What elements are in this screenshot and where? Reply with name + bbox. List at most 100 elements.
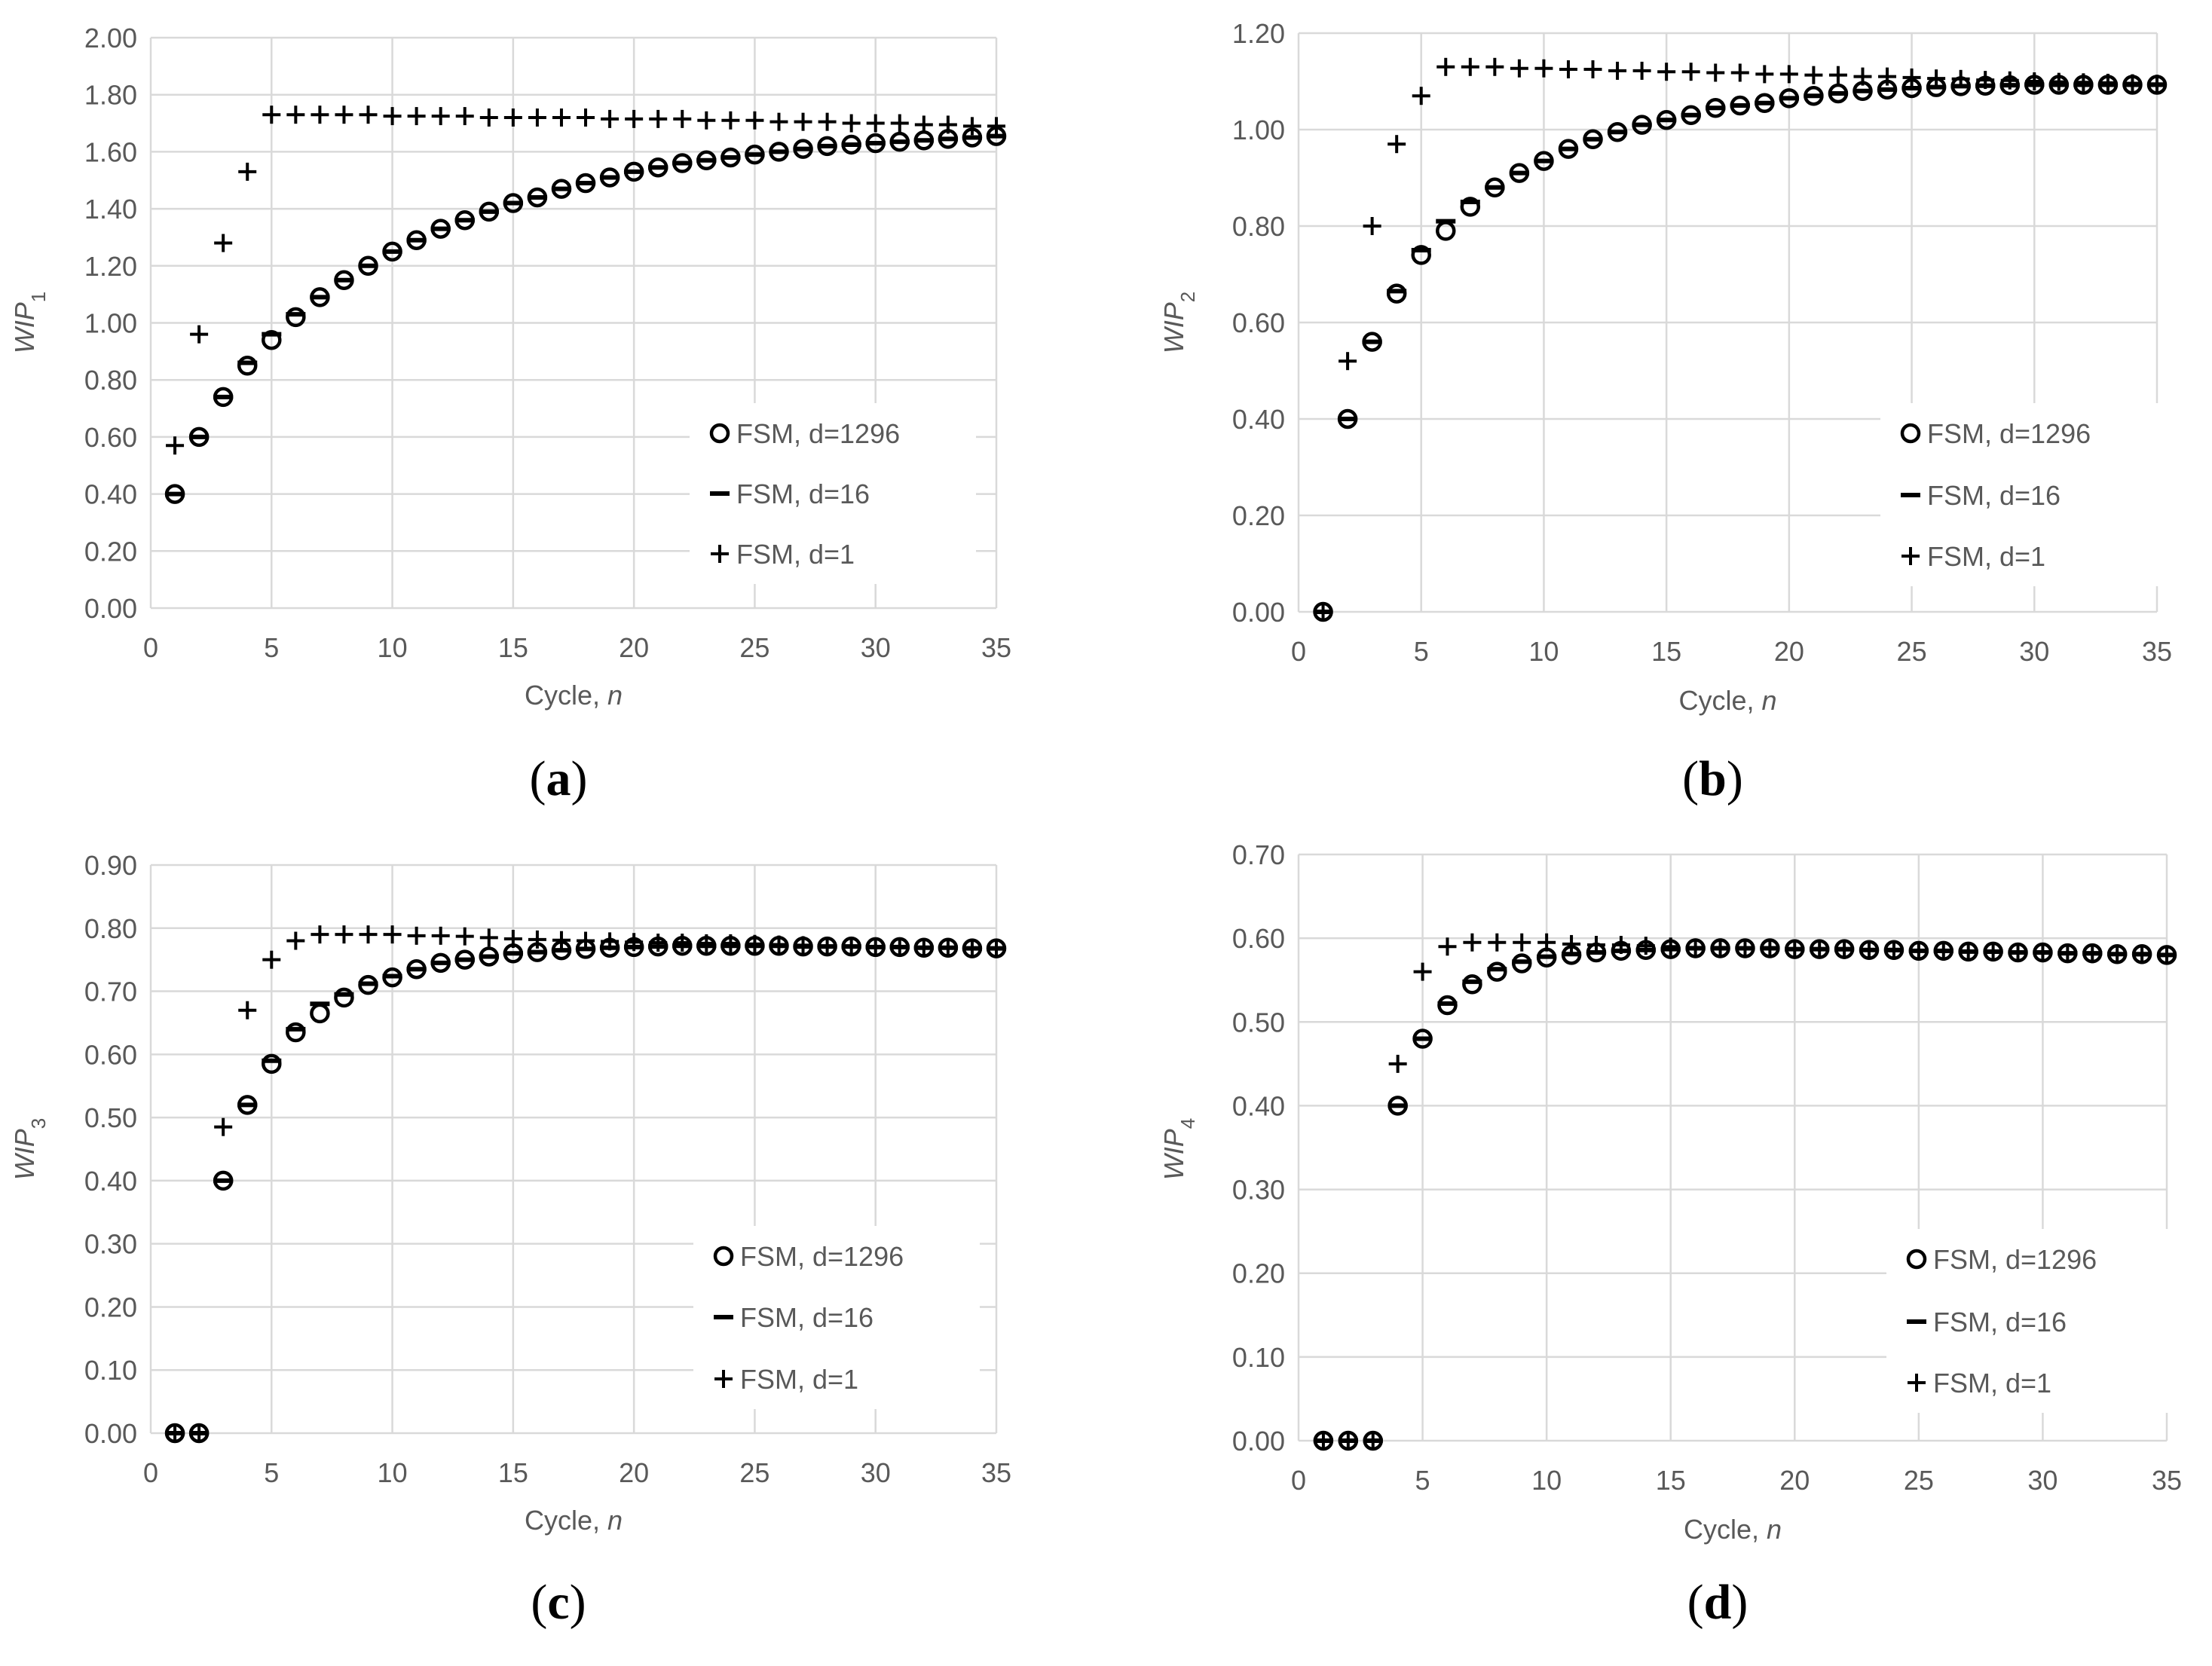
panel-b-panel-label-open: ( [1682, 751, 1699, 806]
panel-c-point-plus [866, 937, 885, 956]
panel-d-ytick-label: 0.00 [1232, 1426, 1285, 1457]
panel-a-point-plus [262, 105, 281, 124]
panel-c-legend-label: FSM, d=1296 [740, 1241, 904, 1272]
panel-d-legend-background [1886, 1229, 2173, 1413]
panel-b-ytick-label: 0.40 [1232, 404, 1285, 435]
panel-d-point-plus [2033, 944, 2052, 963]
panel-d-point-plus [1661, 937, 1680, 956]
panel-a-point-plus [431, 107, 450, 126]
panel-d-ytick-label: 0.30 [1232, 1175, 1285, 1206]
panel-b-point-plus [1853, 67, 1872, 86]
panel-d-point-plus [1488, 933, 1507, 952]
panel-b-x-axis-title: Cycle, n [1678, 685, 1776, 716]
panel-c-point-plus [601, 932, 620, 951]
panel-d-xtick-label: 30 [2027, 1465, 2057, 1496]
panel-b-point-circle-shape [1460, 197, 1481, 217]
panel-b-point-plus [1828, 66, 1847, 84]
panel-d-panel-label-close: ) [1731, 1575, 1748, 1630]
panel-a-point-plus [769, 112, 788, 131]
panel-b-legend-label: FSM, d=1296 [1927, 418, 2091, 449]
panel-b-point-plus [1485, 57, 1504, 76]
panel-a-legend-marker-plus [711, 545, 729, 563]
panel-b-xtick-label: 30 [2019, 636, 2049, 667]
panel-a-point-circle-shape [286, 307, 306, 328]
panel-b-legend: FSM, d=1296 FSM, d=16 FSM, d=1 [1880, 403, 2167, 586]
panel-d-point-plus [1860, 940, 1879, 959]
panel-a-ytick-label: 0.20 [84, 536, 137, 567]
panel-c-point-circle-shape [334, 987, 354, 1008]
panel-c-point-plus [987, 939, 1005, 958]
panel-c-ytick-label: 0.40 [84, 1166, 137, 1197]
panel-d-point-plus [1959, 942, 1978, 961]
panel-c-panel-label-open: ( [531, 1575, 547, 1630]
panel-b-point-plus [1314, 603, 1332, 621]
panel-d-point-plus [2058, 944, 2077, 963]
panel-a-ytick-label: 1.00 [84, 308, 137, 339]
panel-d-point-plus [1984, 943, 2002, 962]
panel-b-xtick-label: 35 [2142, 636, 2172, 667]
panel-d-point-circle [1487, 961, 1507, 982]
panel-d-legend-entry: FSM, d=1 [1908, 1368, 2051, 1399]
panel-d-point-plus [1835, 940, 1854, 959]
panel-a-xtick-label: 0 [143, 632, 158, 663]
panel-a-point-plus [238, 162, 257, 181]
panel-b-y-axis-title-base: WIP [1158, 302, 1189, 353]
panel-b-point-plus [1730, 63, 1749, 82]
panel-c-point-circle [334, 987, 354, 1008]
panel-a-point-plus [166, 436, 185, 455]
panel-a-point-plus [577, 108, 595, 127]
panel-a-panel-label-letter: a [546, 751, 571, 806]
panel-d-point-plus [1438, 937, 1457, 956]
panel-c-point-plus [455, 927, 474, 946]
panel-b-point-plus [1657, 63, 1676, 81]
panel-c-xtick-label: 30 [861, 1457, 891, 1488]
panel-a-point-plus [890, 114, 909, 133]
panel-c-xtick-label: 10 [378, 1457, 408, 1488]
panel-d-xtick-label: 0 [1291, 1465, 1306, 1496]
panel-a-point-plus [697, 111, 716, 130]
panel-a-ytick-label: 0.40 [84, 479, 137, 510]
panel-d-point-plus [1363, 1432, 1382, 1450]
panel-b-point-plus [2123, 74, 2142, 93]
panel-b-x-axis-title-var: n [1762, 685, 1777, 716]
panel-c-point-plus [262, 950, 281, 969]
panel-c-y-axis-title-base: WIP [9, 1129, 40, 1180]
panel-b-point-plus [1461, 57, 1479, 76]
panel-b-series-plus [1314, 57, 2166, 621]
panel-a-xtick-label: 10 [378, 632, 408, 663]
panel-c-point-plus [407, 926, 426, 945]
panel-a-point-plus [479, 108, 498, 127]
panel-b-ytick-label: 1.00 [1232, 115, 1285, 145]
panel-a-point-plus [673, 109, 692, 128]
panel-b-xtick-label: 10 [1528, 636, 1559, 667]
panel-b-legend-entry: FSM, d=16 [1901, 480, 2061, 511]
panel-b-legend-label: FSM, d=16 [1927, 480, 2061, 511]
panel-b-point-plus [1339, 352, 1357, 371]
panel-a-point-circle-shape [237, 356, 258, 376]
panel-b-point-plus [2025, 72, 2044, 90]
panel-c-point-plus [794, 936, 812, 955]
panel-a-point-plus [794, 112, 812, 131]
panel-a-legend-label: FSM, d=1 [736, 539, 855, 570]
panel-a-point-plus [649, 109, 668, 128]
panel-d-x-axis-title: Cycle, n [1684, 1514, 1782, 1545]
panel-a-legend-marker-circle [709, 423, 730, 444]
panel-d-panel-label-open: ( [1687, 1575, 1704, 1630]
panel-c-point-plus [842, 937, 861, 955]
panel-c-point-circle-shape [286, 1022, 306, 1043]
panel-b-legend-background [1880, 403, 2167, 586]
panel-a-y-axis-title: WIP1 [9, 292, 50, 353]
panel-a-legend-background [690, 403, 976, 584]
panel-a-point-plus [601, 109, 620, 128]
panel-c-legend: FSM, d=1296 FSM, d=16 FSM, d=1 [693, 1226, 980, 1409]
panel-c-ytick-label: 0.00 [84, 1418, 137, 1449]
panel-a-point-plus [286, 105, 305, 124]
panel-d-point-circle-shape [1487, 961, 1507, 982]
panel-c-point-plus [649, 934, 668, 952]
panel-c-x-axis-title-var: n [607, 1505, 623, 1536]
panel-b-point-plus [1706, 63, 1725, 82]
panel-b-point-plus [2049, 72, 2068, 91]
panel-b-point-circle-shape [1411, 245, 1431, 265]
panel-c-point-plus [673, 934, 692, 952]
panel-c-point-plus [697, 934, 716, 952]
